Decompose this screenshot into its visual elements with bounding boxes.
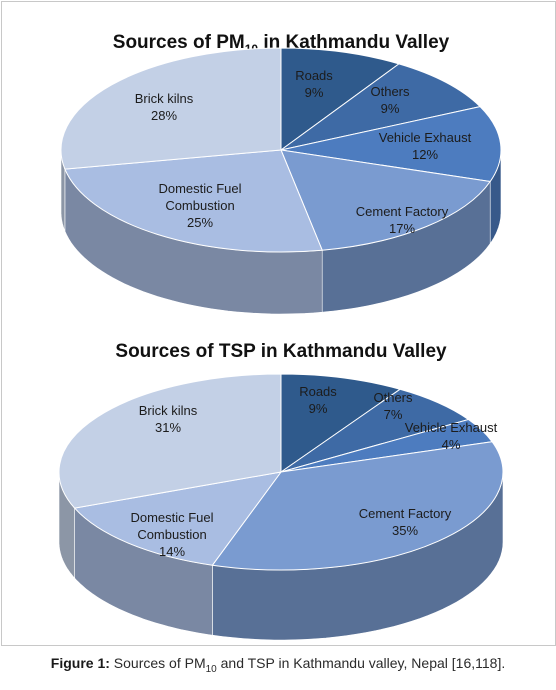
caption-text-b: and TSP in Kathmandu valley, Nepal [16,1…: [216, 655, 506, 671]
slice-label-others: Others 7%: [373, 390, 413, 422]
slice-label-cement-factory: Cement Factory 17%: [356, 204, 449, 236]
pie-charts: Sources of PM10 in Kathmandu Valley Roads…: [58, 32, 504, 641]
pie-chart-pm10: Sources of PM10 in Kathmandu Valley Roads…: [60, 32, 502, 315]
caption-text-a: Sources of PM: [109, 655, 206, 671]
chart-title: Sources of TSP in Kathmandu Valley: [115, 341, 447, 362]
pie-slice-roads: [280, 373, 402, 473]
figure-caption: Figure 1: Sources of PM10 and TSP in Kat…: [0, 655, 556, 675]
slice-label-vehicle-exhaust: Vehicle Exhaust 12%: [379, 130, 472, 162]
pie-slice-brick-kilns: [60, 47, 282, 170]
pie-slice-cement-factory: [280, 149, 492, 251]
slice-label-cement-factory: Cement Factory 35%: [359, 506, 452, 538]
pie-slice-others: [280, 63, 482, 151]
caption-subscript: 10: [205, 663, 217, 675]
slice-label-roads: Roads 9%: [299, 384, 337, 416]
slice-label-brick-kilns: Brick kilns 31%: [139, 403, 198, 435]
slice-label-others: Others 9%: [370, 84, 410, 116]
pie-chart-tsp: Sources of TSP in Kathmandu Valley Roads 9…: [58, 341, 504, 641]
pie-slice-brick-kilns: [58, 373, 282, 509]
slice-label-roads: Roads 9%: [295, 68, 333, 100]
pie-slice-domestic-fuel-combustion: [73, 471, 283, 566]
chart-title: Sources of PM10 in Kathmandu Valley: [113, 32, 450, 56]
slice-label-brick-kilns: Brick kilns 28%: [135, 91, 194, 123]
pie-slice-domestic-fuel-combustion: [64, 149, 323, 253]
pie-slice-vehicle-exhaust: [280, 106, 502, 183]
pie-slice-roads: [280, 47, 401, 151]
slice-label-vehicle-exhaust: Vehicle Exhaust 4%: [405, 420, 498, 452]
slice-label-domestic-fuel-combustion: Domestic Fuel Combustion 25%: [158, 181, 241, 230]
caption-prefix: Figure 1:: [50, 655, 110, 671]
pie-slice-cement-factory: [211, 441, 504, 571]
slice-label-domestic-fuel-combustion: Domestic Fuel Combustion 14%: [130, 510, 213, 559]
